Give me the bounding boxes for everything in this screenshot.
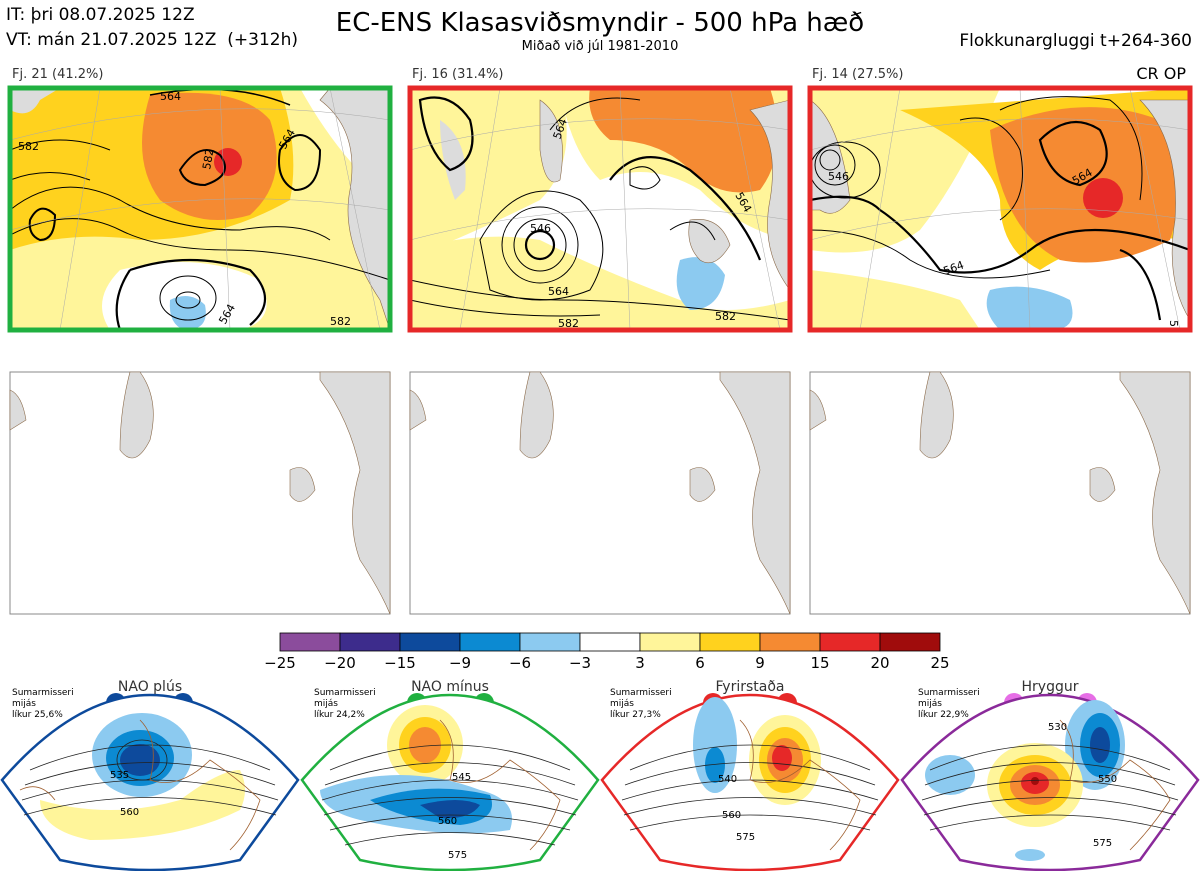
page-title: EC-ENS Klasasviðsmyndir - 500 hPa hæð (335, 8, 865, 38)
colorbar-swatch (639, 632, 701, 652)
colorbar-tick: 25 (930, 654, 949, 672)
colorbar-swatch (399, 632, 461, 652)
regime-4-contour-label: 575 (1093, 838, 1112, 849)
regime-2-season: Sumarmisseri (314, 688, 376, 698)
cluster-3-frame (807, 85, 1193, 333)
contour-label: 564 (160, 90, 181, 103)
regime-3-likelihood: líkur 27,3% (610, 710, 661, 720)
regime-4-season: Sumarmisseri (918, 688, 980, 698)
colorbar-swatch (699, 632, 761, 652)
colorbar-tick: 20 (870, 654, 889, 672)
contour-label: 582 (200, 148, 216, 171)
contour-label: 582 (18, 140, 39, 153)
contour-label: 582 (558, 317, 579, 330)
colorbar-tick: −15 (384, 654, 416, 672)
regime-3-contour-label: 560 (722, 810, 741, 821)
colorbar-tick: −6 (509, 654, 531, 672)
regime-4-climate: mijás (918, 699, 942, 709)
colorbar-tick: 3 (635, 654, 645, 672)
colorbar-swatch (279, 632, 341, 652)
crop-label: CR OP (1136, 64, 1186, 83)
contour-label: 582 (715, 310, 736, 323)
cluster-1-label: Fj. 21 (41.2%) (12, 67, 104, 82)
cluster-2-frame (407, 85, 793, 333)
colorbar-swatch (879, 632, 941, 652)
regime-1-title: NAO plús (118, 679, 182, 695)
regime-1-contour-label: 560 (120, 807, 139, 818)
regime-1-season: Sumarmisseri (12, 688, 74, 698)
regime-4-contour-label: 550 (1098, 774, 1117, 785)
regime-3-title: Fyrirstaða (716, 679, 785, 695)
climatology-subtitle: Miðað við júl 1981-2010 (521, 39, 679, 54)
colorbar-tick: −25 (264, 654, 296, 672)
colorbar-swatch (759, 632, 821, 652)
empty-map-2 (409, 371, 791, 615)
regime-3-contour-label: 575 (736, 832, 755, 843)
contour-label: 582 (330, 315, 351, 328)
regime-2-contour-label: 560 (438, 816, 457, 827)
regime-1-climate: mijás (12, 699, 36, 709)
cluster-2-map: 546 564 564 582 582 564 (410, 88, 790, 330)
regime-3-contour-label: 540 (718, 774, 737, 785)
empty-map-1 (9, 371, 391, 615)
regime-1-contour-label: 535 (110, 770, 129, 781)
cluster-1-map: 564 582 564 582 564 582 (10, 88, 390, 330)
colorbar-swatch (339, 632, 401, 652)
regime-1-likelihood: líkur 25,6% (12, 710, 63, 720)
colorbar-tick: 9 (755, 654, 765, 672)
colorbar-swatch (819, 632, 881, 652)
contour-label: 546 (828, 170, 849, 183)
regime-3-climate: mijás (610, 699, 634, 709)
cluster-1-frame (7, 85, 393, 333)
empty-map-3 (809, 371, 1191, 615)
cluster-3-label: Fj. 14 (27.5%) (812, 67, 904, 82)
cluster-3-map: 546 564 564 58 (810, 88, 1190, 334)
cluster-2-label: Fj. 16 (31.4%) (412, 67, 504, 82)
colorbar-tick: 6 (695, 654, 705, 672)
init-time: IT: þri 08.07.2025 12Z (6, 5, 195, 25)
regime-4-title: Hryggur (1022, 679, 1079, 695)
classification-window: Flokkunargluggi t+264-360 (959, 31, 1192, 51)
regime-4-likelihood: líkur 22,9% (918, 710, 969, 720)
regime-2-likelihood: líkur 24,2% (314, 710, 365, 720)
colorbar-swatch (519, 632, 581, 652)
colorbar-tick: 15 (810, 654, 829, 672)
colorbar-swatch (579, 632, 641, 652)
regime-nao-minus (300, 693, 600, 871)
contour-label: 564 (548, 285, 569, 298)
regime-3-season: Sumarmisseri (610, 688, 672, 698)
regime-2-title: NAO mínus (411, 679, 489, 695)
regime-4-contour-label: 530 (1048, 722, 1067, 733)
contour-label: 546 (530, 222, 551, 235)
regime-ridge (900, 693, 1200, 871)
colorbar-tick: −9 (449, 654, 471, 672)
colorbar-tick: −20 (324, 654, 356, 672)
regime-2-contour-label: 545 (452, 772, 471, 783)
colorbar-tick: −3 (569, 654, 591, 672)
regime-nao-plus (0, 693, 300, 871)
colorbar: −25 −20 −15 −9 −6 −3 3 6 9 15 20 25 (264, 632, 950, 672)
valid-time: VT: mán 21.07.2025 12Z (+312h) (6, 30, 298, 50)
colorbar-swatch (459, 632, 521, 652)
contour-label: 58 (1167, 320, 1180, 334)
regime-blocking (600, 693, 900, 871)
regime-2-climate: mijás (314, 699, 338, 709)
regime-2-contour-label: 575 (448, 850, 467, 861)
